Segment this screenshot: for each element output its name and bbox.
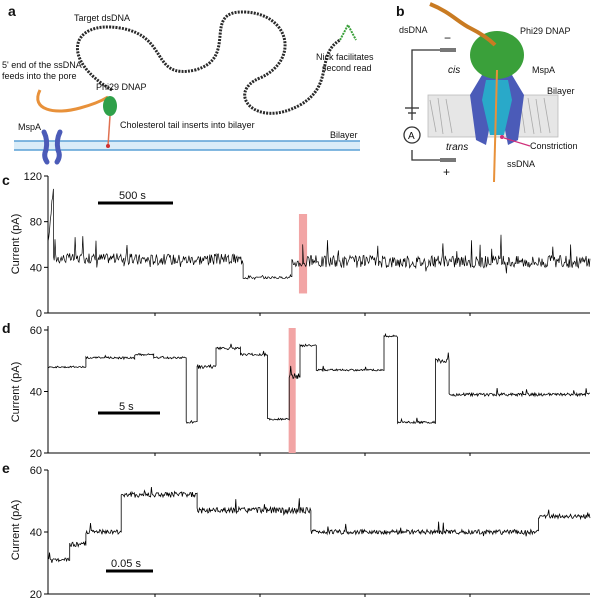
current-trace-e <box>47 486 591 563</box>
label-constriction: Constriction <box>530 141 578 151</box>
ylabel-d: Current (pA) <box>10 362 22 423</box>
scalebar-label-d: 5 s <box>119 401 134 413</box>
label-minus: − <box>444 31 451 45</box>
y-tick-label-e-0: 20 <box>30 589 42 600</box>
current-trace-c <box>47 188 591 281</box>
circuit-wire-bottom <box>411 150 440 161</box>
ammeter-icon <box>403 126 421 144</box>
label-feed-1: 5' end of the ssDNA <box>2 60 82 70</box>
label-nick-2: second read <box>322 63 372 73</box>
panel-a: a Bilayer MspA Target dsDNA Nick facilit… <box>2 3 374 165</box>
panel-label-a: a <box>8 3 16 19</box>
mspa-pore-inner <box>482 80 512 135</box>
panel-label-b: b <box>396 3 405 19</box>
label-dnap-a: Phi29 DNAP <box>96 82 147 92</box>
y-tick-label-e-2: 60 <box>30 465 42 477</box>
label-target-dsdna: Target dsDNA <box>74 13 130 23</box>
constriction-pointer <box>503 137 531 147</box>
label-mspa-b: MspA <box>532 65 555 75</box>
y-tick-label-c-1: 40 <box>30 262 42 274</box>
bilayer-band <box>14 141 360 150</box>
y-tick-label-e-1: 40 <box>30 527 42 539</box>
label-plus: + <box>443 165 450 179</box>
y-ticks-d: 20 40 60 <box>30 325 471 460</box>
label-nick-1: Nick facilitates <box>316 52 374 62</box>
panel-label-d: d <box>2 320 11 336</box>
label-mspa-a: MspA <box>18 122 41 132</box>
bilayer-texture <box>429 97 551 135</box>
phi29-dnap <box>470 31 524 79</box>
cholesterol-tether <box>107 115 111 147</box>
label-bilayer-b: Bilayer <box>547 86 575 96</box>
y-ticks-c: 0 40 80 120 <box>24 171 471 320</box>
y-tick-label-d-1: 40 <box>30 387 42 399</box>
panel-label-e: e <box>2 460 10 476</box>
current-trace-d <box>47 332 590 425</box>
ssdna-thread <box>493 69 498 183</box>
mspa-pore-right <box>54 129 63 165</box>
label-bilayer-a: Bilayer <box>330 130 358 140</box>
dsdna-helix <box>429 2 497 47</box>
label-cis: cis <box>448 65 460 76</box>
ylabel-e: Current (pA) <box>10 500 22 561</box>
electrode-cis <box>440 48 456 52</box>
target-dsdna-strand <box>75 10 341 115</box>
label-ssdna-b: ssDNA <box>507 159 535 169</box>
scalebar-label-c: 500 s <box>119 190 146 202</box>
scalebar-label-e: 0.05 s <box>111 558 141 570</box>
y-tick-label-c-3: 120 <box>24 171 42 183</box>
label-cholesterol: Cholesterol tail inserts into bilayer <box>120 120 255 130</box>
panel-b: b A − + cis trans Bilayer MspA Phi29 DNA… <box>396 2 578 183</box>
nick-hairpin <box>339 22 357 41</box>
cholesterol-anchor <box>106 144 110 148</box>
ammeter-label: A <box>408 131 415 142</box>
y-tick-label-d-0: 20 <box>30 448 42 460</box>
y-tick-label-d-2: 60 <box>30 325 42 337</box>
panel-c: c Current (pA) 0 40 80 120 500 s <box>2 171 591 320</box>
y-tick-label-c-2: 80 <box>30 217 42 229</box>
label-feed-2: feeds into the pore <box>2 71 77 81</box>
y-ticks-e: 20 40 60 <box>30 465 471 600</box>
electrode-trans <box>440 158 456 162</box>
label-dnap-b: Phi29 DNAP <box>520 26 571 36</box>
panel-e: e Current (pA) 20 40 60 0.05 s <box>2 460 591 600</box>
y-tick-label-c-0: 0 <box>36 308 42 320</box>
highlight-region-d <box>288 328 296 453</box>
ssdna-strand <box>36 89 109 113</box>
constriction-marker <box>500 135 504 139</box>
dnap-green <box>103 96 117 116</box>
circuit-wire-top <box>411 49 440 120</box>
label-dsdna-b: dsDNA <box>399 25 428 35</box>
panel-d: d Current (pA) 20 40 60 5 s <box>2 320 590 460</box>
ylabel-c: Current (pA) <box>10 214 22 275</box>
mspa-pore-left <box>41 129 50 165</box>
label-trans: trans <box>446 142 468 153</box>
panel-label-c: c <box>2 172 10 188</box>
